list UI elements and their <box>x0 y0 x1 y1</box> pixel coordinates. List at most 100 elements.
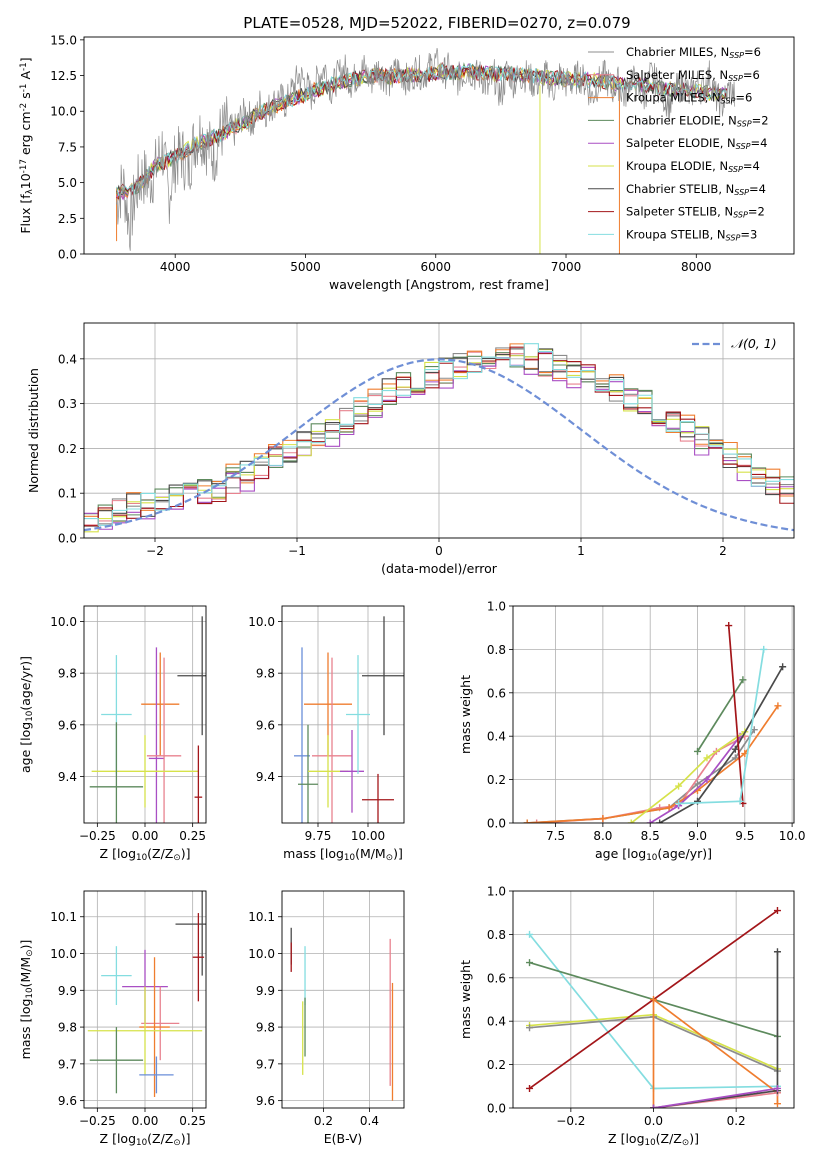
label-text: s <box>18 92 33 103</box>
axes-frame <box>281 605 405 824</box>
y-tick-label: 0.8 <box>487 928 506 942</box>
y-tick-label: 9.4 <box>58 770 77 784</box>
y-tick-label: 10.1 <box>248 910 275 924</box>
axes-frame <box>281 890 405 1109</box>
point-marker <box>693 747 701 755</box>
legend-tail: =3 <box>740 227 757 241</box>
x-tick-label: −1 <box>288 544 306 558</box>
x-tick-label: 0.2 <box>314 1114 333 1128</box>
label-sub: ⊙ <box>173 853 180 863</box>
x-axis-label: wavelength [Angstrom, rest frame] <box>329 277 549 292</box>
label-text: Z [log <box>100 846 136 861</box>
legend-entry: Kroupa ELODIE, NSSP=4 <box>626 159 760 174</box>
y-tick-label: 0.4 <box>487 730 506 744</box>
legend-tail: =6 <box>743 68 760 82</box>
y-tick-label: 10.0 <box>248 947 275 961</box>
x-tick-label: 8.5 <box>641 829 660 843</box>
y-tick-label: 10.0 <box>248 615 275 629</box>
x-axis-label: (data-model)/error <box>381 561 498 576</box>
y-axis-label: age [log10​(age/yr)] <box>18 656 35 773</box>
point-marker <box>675 782 683 790</box>
y-tick-label: 9.8 <box>256 1021 275 1035</box>
point-marker <box>773 948 781 956</box>
label-sub: ⊙ <box>25 949 35 956</box>
x-tick-label: 1 <box>577 544 585 558</box>
y-tick-label: 10.1 <box>50 910 77 924</box>
normal-curve <box>84 358 794 532</box>
series-line <box>653 951 779 1108</box>
plot-area-mass-vs-ebv <box>282 891 404 1108</box>
label-text: (Z/Z <box>147 846 173 861</box>
legend-tail: =4 <box>750 136 767 150</box>
legend-text: Kroupa STELIB, N <box>626 227 726 241</box>
label-sub: 10 <box>136 1138 147 1148</box>
legend-sub: SSP <box>728 165 743 174</box>
point-marker <box>760 645 768 653</box>
point-marker <box>731 745 739 753</box>
y-tick-label: 1.0 <box>487 885 506 899</box>
legend-sub: SSP <box>736 142 751 151</box>
label-text: )] <box>393 846 403 861</box>
axes-frame <box>83 36 795 255</box>
label-text: (data-model)/error <box>381 561 498 576</box>
axes-frame <box>512 890 795 1109</box>
x-tick-label: −2 <box>146 544 164 558</box>
legend-entry: Kroupa MILES, NSSP=6 <box>626 91 752 106</box>
y-tick-label: 9.7 <box>58 1057 77 1071</box>
y-axis-label: Flux [fλ​10-17​ erg cm-2​ s-1​ A-1​] <box>18 57 35 233</box>
x-tick-label: 0 <box>435 544 443 558</box>
point-marker <box>773 1100 781 1108</box>
y-tick-label: 10.0 <box>50 947 77 961</box>
point-marker <box>650 1104 657 1108</box>
y-tick-label: 9.6 <box>256 718 275 732</box>
point-marker <box>599 815 607 823</box>
y-axis-label: Normed distribution <box>26 368 41 493</box>
label-sup: -17 <box>19 159 29 173</box>
label-sub: ⊙ <box>386 853 393 863</box>
y-tick-label: 0.1 <box>58 487 77 501</box>
legend-entry: Chabrier MILES, NSSP=6 <box>626 45 761 60</box>
series-line <box>649 735 741 823</box>
point-marker <box>526 959 534 967</box>
x-tick-label: −0.25 <box>79 1114 116 1128</box>
legend-entry: Kroupa STELIB, NSSP=3 <box>626 227 757 242</box>
legend-tail: =6 <box>744 45 761 59</box>
label-text: erg cm <box>18 111 33 159</box>
series-line <box>678 649 765 805</box>
x-tick-label: 9.5 <box>735 829 754 843</box>
legend: 𝒩(0, 1) <box>692 336 777 351</box>
x-axis-label: mass [log10​(M/M⊙​)] <box>283 846 403 863</box>
x-tick-label: 8.0 <box>593 829 612 843</box>
label-text: Z [log <box>608 1131 644 1146</box>
label-sub: 10 <box>344 853 355 863</box>
y-tick-label: 0.0 <box>487 817 506 831</box>
point-marker <box>523 819 531 823</box>
axes-mass-vs-Z: −0.25 0.00 0.259.69.79.89.910.010.1Z [log1… <box>18 890 207 1148</box>
point-marker <box>773 1084 781 1092</box>
x-tick-label: 0.2 <box>727 1114 746 1128</box>
legend-entry: Chabrier ELODIE, NSSP=2 <box>626 113 769 128</box>
series-line <box>630 731 746 823</box>
label-text: (M/M <box>355 846 386 861</box>
legend-text: Chabrier ELODIE, N <box>626 113 737 127</box>
series-line <box>527 705 779 823</box>
label-sup: -1 <box>19 84 29 93</box>
label-sub: 10 <box>645 1138 656 1148</box>
legend-tail: =4 <box>749 182 766 196</box>
y-tick-label: 9.6 <box>58 1094 77 1108</box>
x-tick-label: 9.75 <box>305 829 332 843</box>
label-text: (M/M <box>18 957 33 988</box>
point-marker <box>665 804 673 812</box>
label-text: )] <box>181 846 191 861</box>
axes-age-vs-Z: −0.25 0.00 0.25 9.4 9.6 9.8 10.0 Z [log10​(Z/Z⊙… <box>18 605 207 863</box>
plot-area-age-vs-mass <box>282 606 404 823</box>
legend-text: Kroupa ELODIE, N <box>626 159 728 173</box>
legend-entry: Salpeter MILES, NSSP=6 <box>626 68 760 83</box>
point-marker <box>656 819 664 823</box>
y-tick-label: 9.6 <box>256 1094 275 1108</box>
x-tick-label: 0.0 <box>644 1114 663 1128</box>
legend-text: Chabrier MILES, N <box>626 45 729 59</box>
y-tick-label: 0.0 <box>58 532 77 546</box>
